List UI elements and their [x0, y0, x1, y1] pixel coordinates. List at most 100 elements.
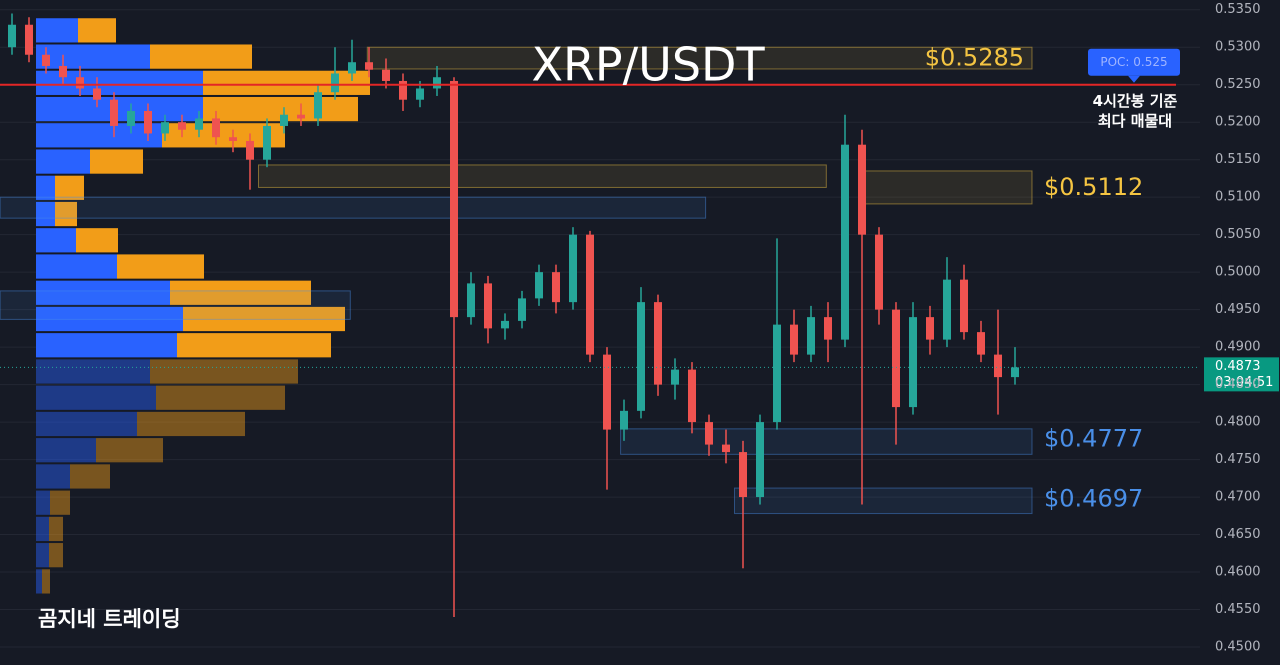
candle-body [892, 309, 900, 408]
y-tick-label: 0.4850 [1215, 377, 1261, 392]
poc-note: 4시간봉 기준 [1093, 92, 1178, 110]
poc-label: POC: 0.525 [1100, 55, 1167, 69]
candle-body [875, 234, 883, 310]
candle-body [212, 118, 220, 138]
profile-down [183, 306, 345, 332]
candle-body [552, 272, 560, 303]
candle-body [263, 125, 271, 160]
candle-body [518, 298, 526, 321]
candle-body [93, 88, 101, 100]
profile-down [150, 359, 298, 384]
countdown: 03:04:51 [1215, 375, 1273, 390]
last-price-badge [1204, 357, 1279, 392]
y-tick-label: 0.5050 [1215, 227, 1261, 242]
candle-body [807, 317, 815, 355]
candle-body [229, 137, 237, 141]
candle-body [59, 65, 67, 78]
level-label: $0.5112 [1044, 173, 1143, 201]
profile-up [36, 516, 49, 542]
profile-up [36, 359, 150, 384]
level-label: $0.5285 [925, 43, 1024, 71]
y-tick-label: 0.5350 [1215, 2, 1261, 17]
profile-down [177, 333, 331, 358]
candle-body [484, 283, 492, 329]
level-box [734, 487, 1033, 515]
candle-body [824, 317, 832, 340]
y-tick-label: 0.5150 [1215, 152, 1261, 167]
y-tick-label: 0.5300 [1215, 40, 1261, 55]
volume-profile [36, 18, 370, 594]
profile-down [137, 411, 245, 437]
profile-up [36, 254, 117, 279]
candle-body [926, 317, 934, 340]
overlay: $0.5285 $0.5112 $0.4777 $0.4697 POC: 0.525 4시… [0, 43, 1279, 512]
candle-body [671, 369, 679, 385]
profile-up [36, 438, 96, 463]
profile-down [203, 70, 370, 95]
profile-up [36, 543, 49, 568]
level-box [366, 46, 1033, 70]
profile-up [36, 280, 170, 305]
candle-body [722, 444, 730, 453]
candle-body [365, 62, 373, 70]
candle-body [195, 118, 203, 130]
candle-body [42, 54, 50, 66]
last-price-label: 0.4873 [1215, 359, 1261, 374]
profile-up [36, 385, 156, 410]
candle-body [246, 140, 254, 160]
profile-down [96, 438, 163, 463]
candle-body [314, 92, 322, 119]
profile-up [36, 96, 203, 122]
candle-body [433, 77, 441, 89]
candle-body [399, 80, 407, 100]
y-tick-label: 0.5250 [1215, 77, 1261, 92]
candle-body [620, 410, 628, 430]
profile-down [90, 149, 143, 174]
candle-body [739, 452, 747, 498]
y-tick-label: 0.4800 [1215, 415, 1261, 430]
candle-body [161, 122, 169, 134]
y-tick-label: 0.5200 [1215, 115, 1261, 130]
profile-up [36, 175, 55, 200]
y-tick-label: 0.4500 [1215, 640, 1261, 655]
watermark: 곰지네 트레이딩 [38, 607, 181, 631]
candle-body [790, 324, 798, 355]
profile-down [117, 254, 204, 279]
level-box [861, 170, 1033, 205]
candle-body [501, 320, 509, 329]
zone-box [0, 196, 707, 219]
profile-up [36, 18, 78, 43]
y-tick-label: 0.4750 [1215, 452, 1261, 467]
candle-body [382, 69, 390, 81]
profile-down [150, 44, 252, 69]
profile-up [36, 464, 70, 489]
candle-body [467, 283, 475, 318]
profile-down [78, 18, 116, 43]
candle-body [603, 354, 611, 430]
candle-body [280, 114, 288, 126]
y-tick-label: 0.5000 [1215, 265, 1261, 280]
candle-body [8, 24, 16, 48]
profile-up [36, 228, 76, 253]
candle-body [25, 24, 33, 55]
profile-up [36, 333, 177, 358]
candle-body [586, 234, 594, 355]
zone-box [0, 290, 351, 320]
poc-pointer [1128, 75, 1140, 83]
candle-body [654, 302, 662, 385]
profile-down [170, 280, 311, 305]
candle-body [756, 422, 764, 498]
candle-body [348, 62, 356, 74]
profile-down [49, 516, 63, 542]
profile-up [36, 44, 150, 69]
candle-body [960, 279, 968, 333]
profile-down [55, 201, 77, 227]
profile-down [50, 490, 70, 515]
candle-body [943, 279, 951, 340]
candle-body [909, 317, 917, 408]
candle-body [331, 73, 339, 93]
y-tick-label: 0.4650 [1215, 527, 1261, 542]
profile-up [36, 490, 50, 515]
level-label: $0.4697 [1044, 484, 1143, 512]
